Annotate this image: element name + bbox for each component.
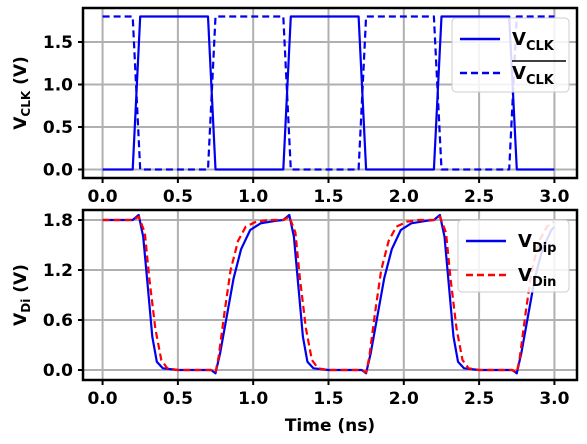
clock-panel: 0.0 0.5 1.0 1.5 2.0 2.5 3.0 0.0 0.5 1.0 1.5 VCLK (V… xyxy=(11,6,579,207)
series-line-din xyxy=(102,215,556,374)
x-tick-label: 2.5 xyxy=(464,389,494,409)
x-tick-label: 2.5 xyxy=(464,187,494,207)
y-tick-label: 0.0 xyxy=(43,361,73,381)
x-tick-label: 1.0 xyxy=(238,187,268,207)
y-tick-label: 0.0 xyxy=(43,161,73,181)
y-tick-label: 1.8 xyxy=(43,211,73,231)
y-axis-label: VDi (V) xyxy=(11,264,33,326)
y-tick-label: 1.2 xyxy=(43,261,73,281)
legend: VDip VDin xyxy=(457,219,570,293)
x-tick-label: 2.0 xyxy=(389,187,419,207)
x-tick-label: 0.0 xyxy=(88,187,118,207)
plot-frame xyxy=(81,6,579,180)
series-line-clk-bar xyxy=(102,15,555,171)
legend: VCLK VCLK xyxy=(451,17,570,93)
x-tick-label: 0.0 xyxy=(88,389,118,409)
y-tick-label: 0.5 xyxy=(43,118,73,138)
x-axis-label: Time (ns) xyxy=(285,416,375,436)
data-node-panel: 0.0 0.5 1.0 1.5 2.0 2.5 3.0 0.0 0.6 1.2 1.8 VDi (V)… xyxy=(11,208,579,436)
y-tick-label: 1.5 xyxy=(43,33,73,53)
plot-frame xyxy=(81,208,579,382)
legend-label: VDin xyxy=(518,265,556,290)
legend-box xyxy=(457,219,570,293)
x-tick-label: 3.0 xyxy=(539,389,569,409)
y-axis-label: VCLK (V) xyxy=(11,56,33,130)
y-tick-label: 0.6 xyxy=(43,311,73,331)
x-tick-label: 1.0 xyxy=(238,389,268,409)
x-tick-label: 1.5 xyxy=(313,187,343,207)
x-tick-label: 2.0 xyxy=(389,389,419,409)
legend-label: VDip xyxy=(518,231,557,256)
series-line-clk xyxy=(102,15,555,171)
legend-label: VCLK xyxy=(512,29,555,54)
x-tick-label: 3.0 xyxy=(539,187,569,207)
x-tick-label: 0.5 xyxy=(163,187,193,207)
x-tick-label: 1.5 xyxy=(313,389,343,409)
legend-box xyxy=(451,17,570,93)
legend-label: VCLK xyxy=(512,63,555,88)
y-tick-label: 1.0 xyxy=(43,76,73,96)
x-tick-label: 0.5 xyxy=(163,389,193,409)
